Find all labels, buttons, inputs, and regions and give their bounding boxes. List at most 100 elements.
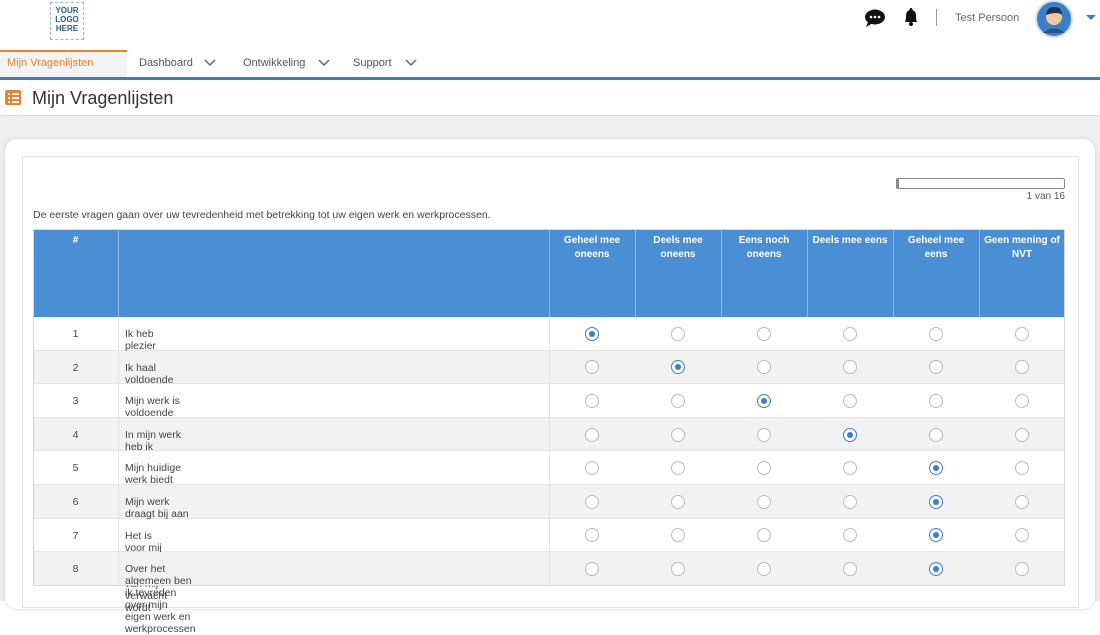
cell-divider	[118, 350, 119, 385]
radio-option[interactable]	[671, 494, 685, 509]
radio-option[interactable]	[671, 326, 685, 341]
list-icon	[5, 90, 21, 105]
cell-divider	[549, 552, 550, 586]
radio-option[interactable]	[671, 394, 685, 408]
radio-option[interactable]	[843, 494, 857, 509]
nav-tab[interactable]: Ontwikkeling	[243, 57, 306, 69]
radio-option[interactable]	[1015, 326, 1029, 341]
page-title: Mijn Vragenlijsten	[32, 88, 174, 108]
cell-divider	[118, 384, 119, 418]
cell-divider	[549, 384, 550, 418]
radio-option[interactable]	[757, 326, 771, 341]
cell-divider	[549, 317, 550, 351]
header-divider	[721, 229, 722, 317]
column-header: Eens noch oneens	[738, 235, 790, 260]
cell-divider	[549, 417, 550, 452]
cell-divider	[118, 552, 119, 586]
avatar[interactable]	[1035, 0, 1075, 40]
logo[interactable]: YOUR LOGO HERE	[50, 2, 84, 40]
radio-option[interactable]	[843, 461, 857, 476]
radio-option[interactable]	[929, 394, 943, 408]
row-number: 4	[72, 428, 79, 441]
header-divider	[635, 229, 636, 317]
radio-option[interactable]	[585, 394, 599, 408]
chat-icon[interactable]	[864, 8, 886, 28]
radio-option[interactable]	[1015, 394, 1029, 408]
cell-divider	[549, 350, 550, 385]
header-divider	[807, 229, 808, 317]
radio-option[interactable]	[585, 326, 599, 341]
row-number: 1	[72, 328, 79, 340]
cell-divider	[549, 518, 550, 553]
cell-divider	[118, 417, 119, 452]
header-divider	[549, 229, 550, 317]
radio-option[interactable]	[1015, 461, 1029, 476]
header-divider	[118, 229, 119, 317]
radio-option[interactable]	[585, 461, 599, 476]
row-number: 3	[72, 395, 79, 408]
radio-option[interactable]	[757, 528, 771, 543]
header-divider	[979, 229, 980, 317]
radio-option[interactable]	[585, 360, 599, 375]
header-divider	[893, 229, 894, 317]
radio-option[interactable]	[843, 360, 857, 375]
active-tab[interactable]	[0, 50, 127, 77]
radio-option[interactable]	[843, 562, 857, 576]
cell-divider	[549, 485, 550, 519]
logo-line: HERE	[55, 24, 79, 33]
radio-option[interactable]	[929, 461, 943, 476]
radio-option[interactable]	[671, 461, 685, 476]
row-number: 8	[72, 563, 79, 576]
radio-option[interactable]	[671, 360, 685, 375]
radio-option[interactable]	[929, 562, 943, 576]
radio-option[interactable]	[929, 494, 943, 509]
radio-option[interactable]	[757, 494, 771, 509]
cell-divider	[118, 317, 119, 351]
column-header: Geheel mee oneens	[563, 235, 621, 260]
table-border	[33, 229, 1065, 586]
column-header: Deels mee oneens	[653, 235, 703, 260]
radio-option[interactable]	[929, 528, 943, 543]
nav-underline	[0, 77, 1100, 80]
radio-option[interactable]	[757, 461, 771, 476]
logo-line: LOGO	[55, 15, 79, 24]
radio-option[interactable]	[585, 562, 599, 576]
radio-option[interactable]	[843, 394, 857, 408]
avatar-caret[interactable]	[1085, 14, 1097, 22]
radio-option[interactable]	[1015, 528, 1029, 543]
nav-tab[interactable]: Dashboard	[139, 57, 193, 69]
radio-option[interactable]	[585, 494, 599, 509]
nav-tab[interactable]: Support	[353, 57, 392, 69]
radio-option[interactable]	[1015, 562, 1029, 576]
radio-option[interactable]	[843, 326, 857, 341]
intro-text: De eerste vragen gaan over uw tevredenhe…	[33, 209, 491, 221]
radio-option[interactable]	[757, 394, 771, 408]
radio-option[interactable]	[671, 528, 685, 543]
cell-divider	[118, 485, 119, 519]
radio-option[interactable]	[929, 360, 943, 375]
radio-option[interactable]	[929, 427, 943, 442]
radio-option[interactable]	[929, 326, 943, 341]
radio-option[interactable]	[843, 528, 857, 543]
column-header: #	[72, 235, 79, 246]
cell-divider	[118, 451, 119, 485]
radio-option[interactable]	[843, 427, 857, 442]
radio-option[interactable]	[585, 528, 599, 543]
radio-option[interactable]	[1015, 360, 1029, 375]
nav-tab[interactable]: Mijn Vragenlijsten	[7, 57, 94, 69]
radio-option[interactable]	[1015, 494, 1029, 509]
column-header: Geheel mee eens	[907, 235, 965, 260]
bell-icon[interactable]	[902, 7, 920, 29]
radio-option[interactable]	[585, 427, 599, 442]
row-number: 5	[72, 462, 79, 475]
radio-option[interactable]	[671, 427, 685, 442]
radio-option[interactable]	[757, 360, 771, 375]
column-header: Deels mee eens	[812, 235, 888, 246]
user-name[interactable]: Test Persoon	[955, 12, 1020, 24]
radio-option[interactable]	[671, 562, 685, 576]
radio-option[interactable]	[757, 427, 771, 442]
radio-option[interactable]	[1015, 427, 1029, 442]
radio-option[interactable]	[757, 562, 771, 576]
progress-fill	[897, 179, 899, 188]
